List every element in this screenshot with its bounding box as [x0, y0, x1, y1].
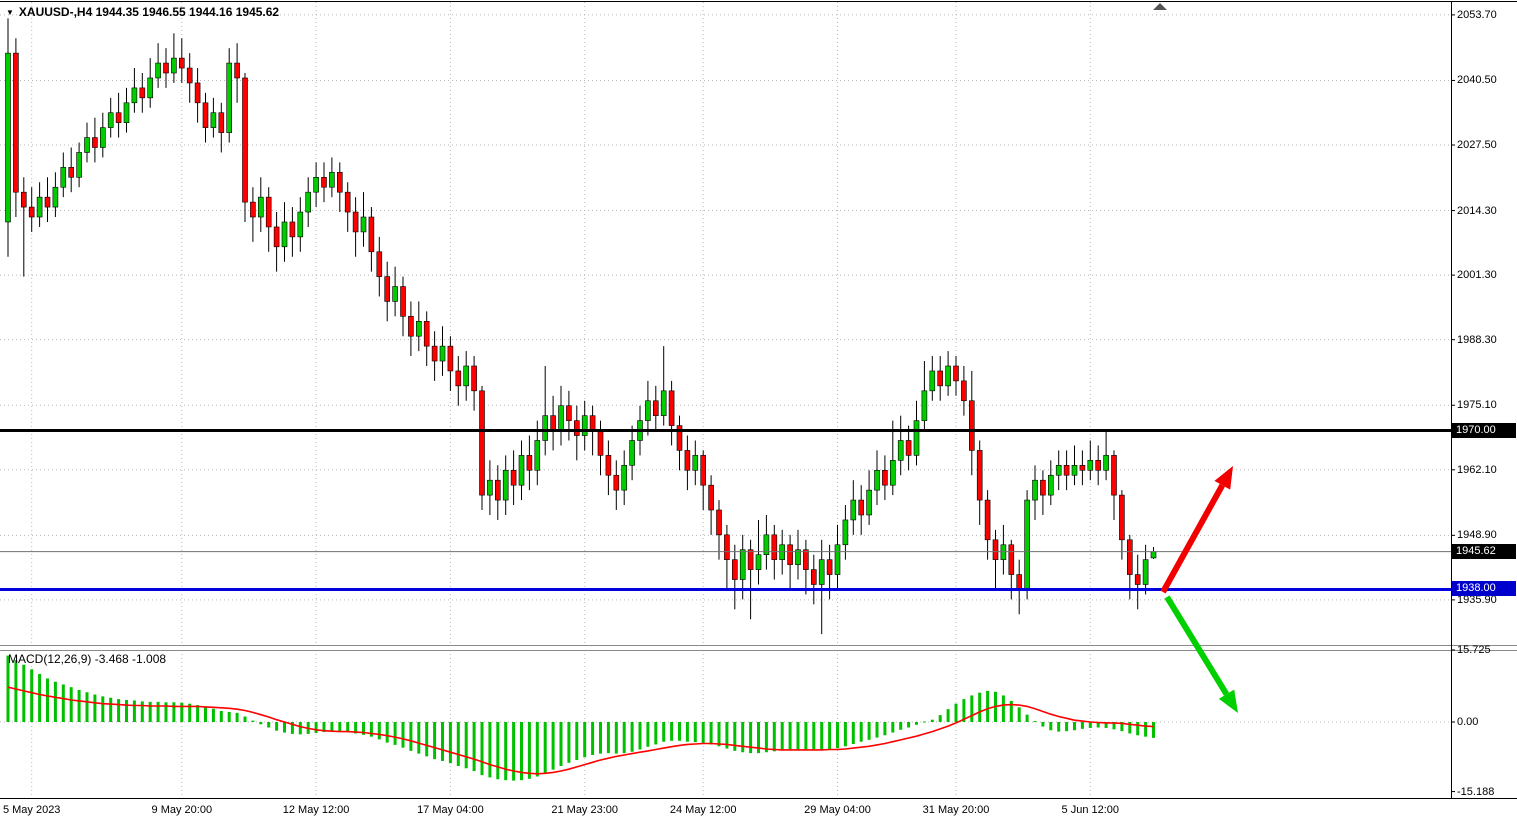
time-tick-label: 5 Jun 12:00 — [1061, 804, 1120, 816]
price-tick-label: 2040.50 — [1457, 74, 1497, 87]
macd-tick-label: 0.00 — [1457, 716, 1479, 728]
time-axis[interactable] — [0, 799, 1517, 825]
grid — [0, 2, 1451, 798]
macd-tick-label: -15.188 — [1457, 785, 1495, 798]
price-badge-1970.00: 1970.00 — [1452, 422, 1516, 438]
bullish-arrow[interactable] — [1160, 466, 1233, 594]
macd-histogram — [6, 655, 1155, 781]
macd-indicator-label: MACD(12,26,9) -3.468 -1.008 — [8, 652, 167, 666]
price-tick-label: 1975.10 — [1457, 399, 1497, 412]
chart-ohlc-header: ▼ XAUUSD-,H4 1944.35 1946.55 1944.16 194… — [6, 5, 279, 19]
price-tick-label: 2014.30 — [1457, 204, 1497, 217]
price-tick-label: 2027.50 — [1457, 139, 1497, 151]
price-tick-label: 2001.30 — [1457, 269, 1497, 282]
time-tick-label: 21 May 23:00 — [551, 804, 619, 816]
symbol-ohlc-text: XAUUSD-,H4 1944.35 1946.55 1944.16 1945.… — [18, 5, 280, 19]
time-tick-label: 29 May 04:00 — [804, 804, 871, 816]
price-tick-label: 1935.90 — [1457, 593, 1497, 606]
time-tick-label: 12 May 12:00 — [282, 804, 350, 816]
bearish-arrow[interactable] — [1164, 595, 1238, 713]
price-tick-label: 1988.30 — [1457, 333, 1497, 346]
time-tick-label: 5 May 2023 — [2, 804, 61, 816]
price-tick-label: 1948.90 — [1457, 529, 1497, 542]
price-tick-label: 2053.70 — [1457, 8, 1497, 21]
price-badge-1945.62: 1945.62 — [1452, 543, 1516, 559]
macd-tick-label: 15.725 — [1457, 643, 1491, 656]
symbol-dropdown-icon[interactable]: ▼ — [6, 7, 14, 17]
chart-shift-marker[interactable] — [1153, 3, 1167, 10]
time-tick-label: 9 May 20:00 — [151, 804, 213, 816]
time-tick-label: 31 May 20:00 — [922, 804, 990, 816]
time-tick-label: 17 May 04:00 — [417, 804, 484, 816]
price-badge-1938.00: 1938.00 — [1452, 581, 1516, 597]
macd-signal-line — [7, 686, 1154, 775]
price-tick-label: 1962.10 — [1457, 463, 1497, 476]
time-tick-label: 24 May 12:00 — [669, 804, 737, 816]
